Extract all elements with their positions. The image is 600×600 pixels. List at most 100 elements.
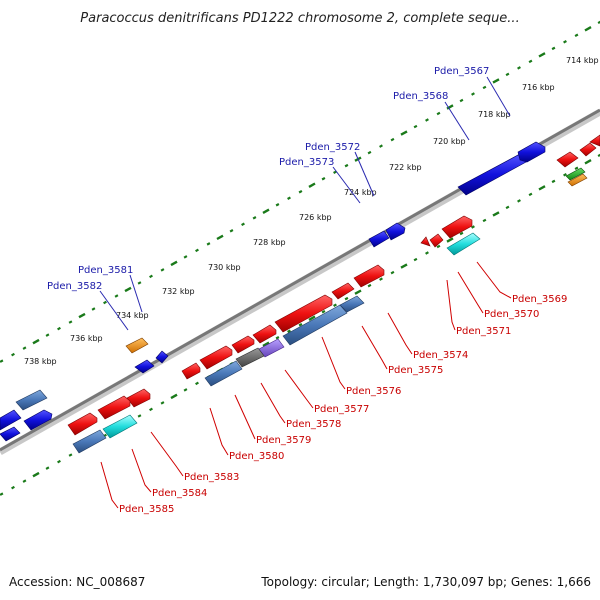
scale-dot — [367, 283, 372, 288]
scale-dot — [275, 336, 280, 340]
gene-arrow[interactable] — [72, 429, 107, 454]
scale-dot — [170, 393, 178, 400]
gene-arrow[interactable] — [235, 347, 265, 368]
gene-arrow[interactable] — [134, 359, 155, 374]
scale-dot — [584, 159, 592, 165]
gene-arrow[interactable] — [353, 264, 385, 288]
scale-dot — [551, 179, 556, 184]
kbp-label: 734 kbp — [116, 311, 149, 320]
gene-label[interactable]: Pden_3574 — [413, 350, 468, 361]
scale-dot — [551, 46, 556, 51]
scale-dot — [482, 218, 487, 223]
gene-arrow[interactable] — [0, 409, 22, 431]
scale-dot — [216, 234, 224, 241]
scale-dot — [436, 111, 441, 116]
gene-arrow[interactable] — [181, 362, 201, 380]
scale-dot — [298, 322, 303, 327]
gene-label[interactable]: Pden_3576 — [346, 386, 401, 397]
gene-arrow[interactable] — [67, 412, 98, 436]
leader-line — [486, 76, 511, 117]
leader-line — [446, 279, 456, 331]
kbp-label: 730 kbp — [208, 263, 241, 272]
scale-dot — [241, 222, 245, 227]
scale-dot — [367, 150, 372, 155]
scale-dot — [183, 388, 188, 392]
gene-arrow[interactable] — [441, 215, 473, 239]
gene-label[interactable]: Pden_3568 — [393, 91, 448, 102]
gene-label[interactable]: Pden_3572 — [305, 142, 360, 153]
gene-arrow[interactable] — [331, 282, 355, 300]
gene-label[interactable]: Pden_3584 — [152, 488, 207, 499]
gene-arrow[interactable] — [231, 335, 255, 354]
gene-arrow[interactable] — [282, 304, 348, 346]
gene-label[interactable]: Pden_3583 — [184, 472, 239, 483]
kbp-label: 726 kbp — [299, 213, 332, 222]
leader-line — [150, 431, 184, 477]
gene-arrow[interactable] — [126, 388, 151, 408]
scale-dot — [11, 485, 15, 490]
scale-dot — [78, 312, 86, 319]
gene-label[interactable]: Pden_3577 — [314, 404, 369, 415]
gene-label[interactable]: Pden_3580 — [229, 451, 284, 462]
kbp-label: 732 kbp — [162, 287, 195, 296]
gene-label[interactable]: Pden_3582 — [47, 281, 102, 292]
leader-line — [260, 382, 286, 424]
scale-dot — [183, 255, 188, 259]
scale-dot — [91, 307, 96, 311]
gene-arrow[interactable] — [274, 294, 333, 333]
scale-dot — [287, 196, 291, 200]
gene-arrow[interactable] — [125, 337, 149, 354]
gene-label[interactable]: Pden_3575 — [388, 365, 443, 376]
scale-dot — [379, 144, 383, 148]
scale-dot — [195, 381, 199, 386]
gene-arrow[interactable] — [579, 142, 597, 157]
gene-label[interactable]: Pden_3578 — [286, 419, 341, 430]
gene-label[interactable]: Pden_3567 — [434, 66, 489, 77]
gene-label[interactable]: Pden_3585 — [119, 504, 174, 515]
scale-dot — [32, 471, 40, 478]
gene-arrow[interactable] — [204, 360, 243, 387]
leader-line — [444, 101, 470, 141]
scale-dot — [308, 182, 316, 188]
leader-line — [100, 461, 119, 509]
gene-arrow[interactable] — [339, 295, 365, 313]
scale-dot — [471, 92, 475, 96]
gene-arrow[interactable] — [0, 426, 21, 442]
gene-label[interactable]: Pden_3579 — [256, 435, 311, 446]
gene-label[interactable]: Pden_3571 — [456, 326, 511, 337]
scale-dot — [137, 281, 142, 285]
scale-dot — [45, 333, 50, 337]
gene-arrow[interactable] — [420, 236, 431, 247]
gene-label[interactable]: Pden_3569 — [512, 294, 567, 305]
kbp-labels: 714 kbp 716 kbp 718 kbp 720 kbp 722 kbp … — [24, 56, 599, 366]
gene-arrow[interactable] — [385, 222, 406, 241]
gene-arrow[interactable] — [589, 134, 600, 147]
gene-arrow[interactable] — [429, 233, 444, 248]
top-gene-labels: Pden_3567 Pden_3568 Pden_3572 Pden_3573 … — [47, 66, 489, 292]
gene-label[interactable]: Pden_3573 — [279, 157, 334, 168]
gene-arrow[interactable] — [457, 153, 529, 196]
gene-arrow[interactable] — [517, 141, 546, 163]
scale-dot — [574, 166, 579, 171]
top-leaders — [99, 76, 511, 331]
gene-arrow[interactable] — [23, 409, 53, 431]
gene-arrow[interactable] — [199, 345, 233, 370]
scale-dot — [124, 286, 132, 293]
gene-arrow[interactable] — [567, 173, 588, 187]
gene-arrow[interactable] — [556, 151, 579, 168]
scale-dot — [563, 173, 567, 177]
gene-arrow[interactable] — [565, 167, 586, 181]
scale-dot — [436, 244, 441, 249]
gene-arrow[interactable] — [15, 389, 48, 411]
gene-label[interactable]: Pden_3581 — [78, 265, 133, 276]
scale-dot — [425, 251, 429, 255]
gene-arrow[interactable] — [102, 414, 138, 439]
gene-arrow[interactable] — [446, 232, 481, 256]
gene-arrow[interactable] — [155, 350, 169, 364]
gene-label[interactable]: Pden_3570 — [484, 309, 539, 320]
gene-arrow[interactable] — [368, 230, 390, 248]
gene-arrow[interactable] — [97, 395, 131, 420]
gene-arrow[interactable] — [252, 324, 277, 344]
scale-dot — [0, 359, 4, 363]
scale-dot — [68, 320, 73, 324]
